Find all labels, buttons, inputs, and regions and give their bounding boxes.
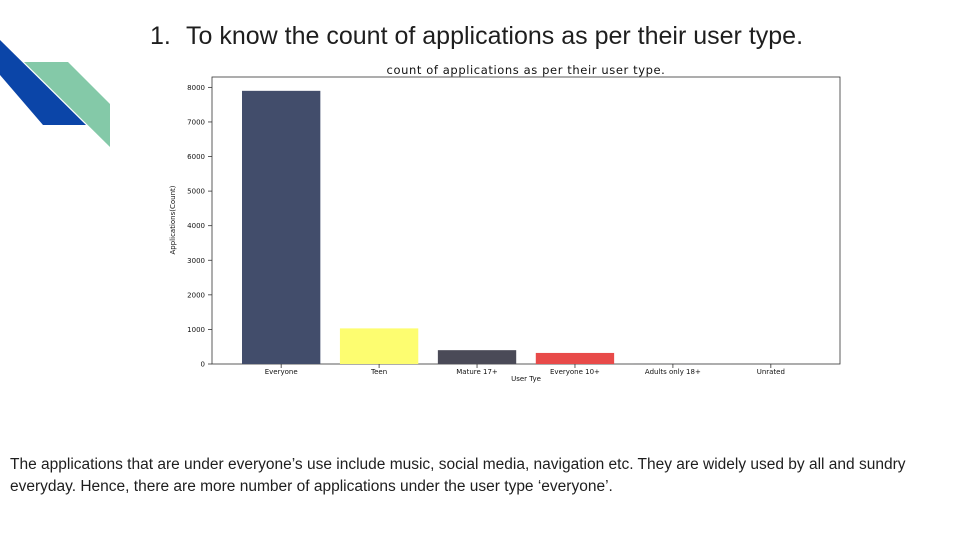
y-tick-label: 5000 xyxy=(187,188,205,196)
y-tick-label: 0 xyxy=(201,361,205,369)
deco-green-stripe xyxy=(24,62,110,147)
slide-title: 1. To know the count of applications as p… xyxy=(150,22,803,51)
x-tick-label: Teen xyxy=(370,368,387,376)
y-tick-label: 3000 xyxy=(187,257,205,265)
y-axis: 0 1000 2000 3000 4000 5000 6000 7000 8000 xyxy=(187,84,212,369)
y-tick-label: 2000 xyxy=(187,291,205,299)
x-tick-label: Mature 17+ xyxy=(456,368,498,376)
corner-decoration xyxy=(0,40,110,147)
slide-heading: To know the count of applications as per… xyxy=(186,22,804,50)
y-tick-label: 6000 xyxy=(187,153,205,161)
bar-mature-17 xyxy=(437,350,517,364)
plot-frame xyxy=(211,76,841,365)
y-tick-label: 4000 xyxy=(187,222,205,230)
bar-everyone-10 xyxy=(535,352,615,364)
y-tick-label: 7000 xyxy=(187,118,205,126)
x-tick-label: Unrated xyxy=(757,368,785,376)
x-tick-label: Everyone xyxy=(265,368,298,376)
y-tick-label: 1000 xyxy=(187,326,205,334)
y-axis-label: Applications(Count) xyxy=(169,185,177,254)
x-tick-label: Adults only 18+ xyxy=(645,368,701,376)
deco-blue-stripe xyxy=(0,40,86,125)
bar-everyone xyxy=(242,90,321,364)
y-tick-label: 8000 xyxy=(187,84,205,92)
bar-chart: count of applications as per their user … xyxy=(169,63,841,383)
x-tick-label: Everyone 10+ xyxy=(550,368,600,376)
slide-number: 1. xyxy=(150,22,171,50)
bar-teen xyxy=(339,328,419,364)
x-axis-label: User Tye xyxy=(511,375,541,383)
x-axis: Everyone Teen Mature 17+ Everyone 10+ Adults… xyxy=(265,364,785,376)
bars xyxy=(242,90,810,364)
body-paragraph: The applications that are under everyone… xyxy=(10,456,906,495)
chart-title: count of applications as per their user … xyxy=(387,63,666,77)
